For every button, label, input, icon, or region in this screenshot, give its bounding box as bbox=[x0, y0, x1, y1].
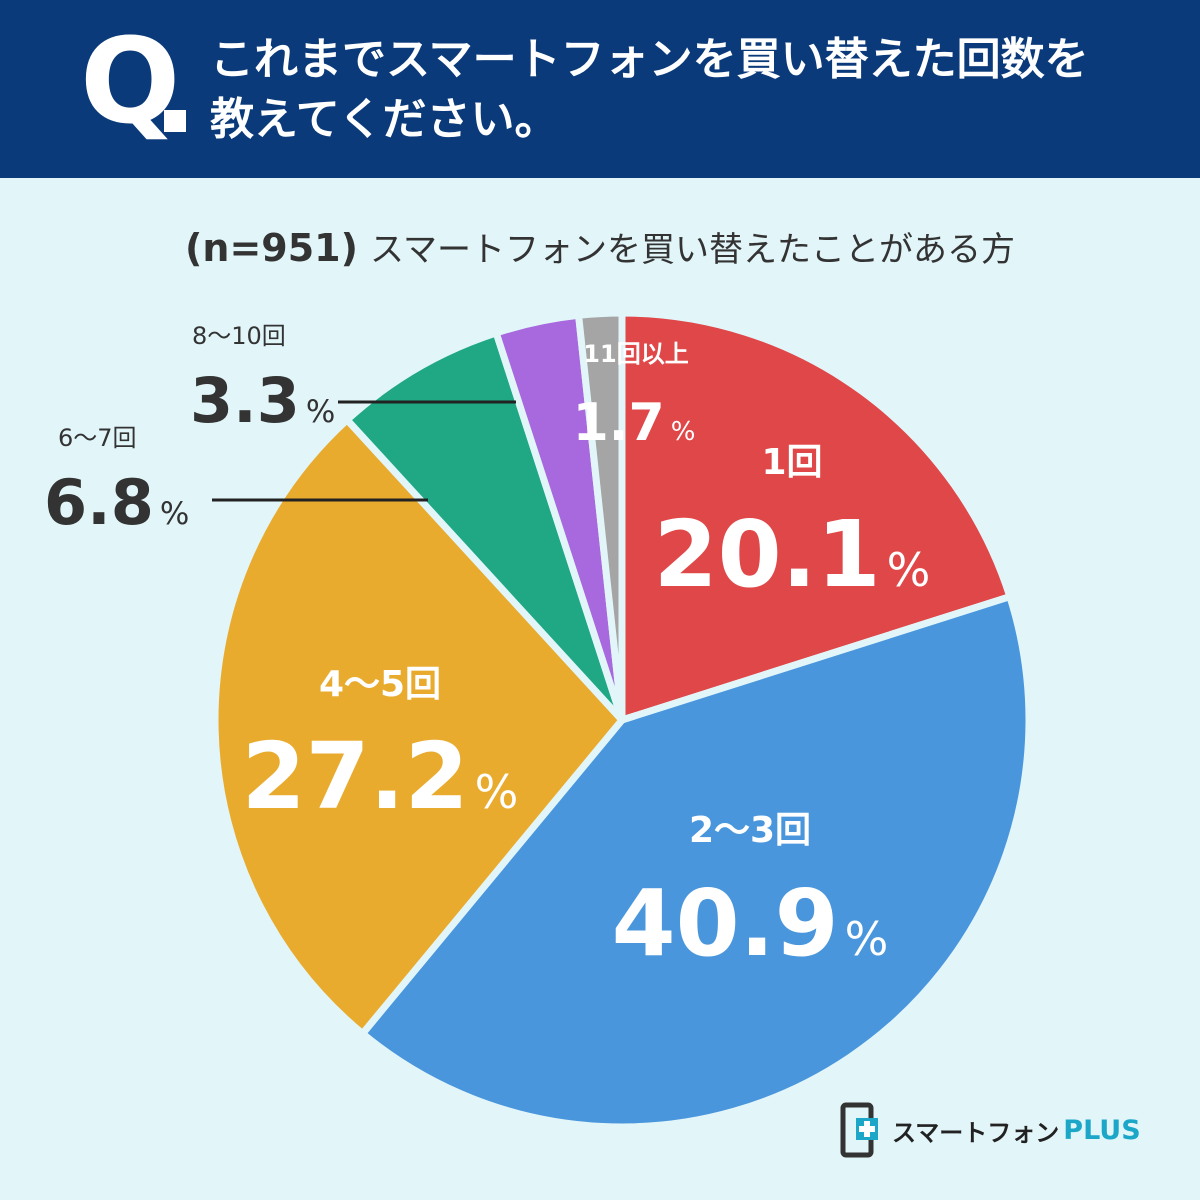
question-line-1: これまでスマートフォンを買い替えた回数を bbox=[210, 34, 1089, 85]
respondent-description: スマートフォンを買い替えたことがある方 bbox=[369, 230, 1015, 270]
chart-subtitle: (n=951) スマートフォンを買い替えたことがある方 bbox=[0, 222, 1200, 271]
slice-label-11-plus: 11回以上 bbox=[583, 340, 688, 368]
slice-label-1: 1回 bbox=[761, 442, 822, 483]
sample-size: (n=951) bbox=[185, 226, 358, 270]
question-text: これまでスマートフォンを買い替えた回数を 教えてください。 bbox=[210, 30, 1170, 150]
pie-slice-4-5 bbox=[211, 416, 626, 1038]
q-dot bbox=[164, 110, 186, 132]
slice-label-2-3: 2～3回 bbox=[689, 810, 811, 851]
question-line-2: 教えてください。 bbox=[210, 94, 559, 145]
slice-label-6-7: 6～7回 bbox=[58, 424, 137, 452]
slice-value-6-7: 6.8% bbox=[44, 466, 189, 539]
slice-value-1: 20.1% bbox=[654, 501, 931, 608]
logo-text: スマートフォン bbox=[892, 1118, 1060, 1147]
slice-value-2-3: 40.9% bbox=[612, 870, 889, 977]
pie-slice-6-7 bbox=[343, 329, 626, 724]
pie-slice-2-3 bbox=[359, 593, 1033, 1131]
slice-label-4-5: 4～5回 bbox=[319, 664, 441, 705]
slice-value-11-plus: 1.7% bbox=[573, 393, 696, 453]
brand-logo: スマートフォン PLUS bbox=[840, 1100, 1141, 1160]
pie-slice-1 bbox=[618, 309, 1014, 724]
slice-label-8-10: 8～10回 bbox=[192, 322, 286, 350]
slice-value-4-5: 27.2% bbox=[242, 723, 519, 830]
pie-slice-11-plus bbox=[575, 309, 626, 724]
logo-plus: PLUS bbox=[1063, 1114, 1141, 1146]
slice-value-8-10: 3.3% bbox=[190, 364, 335, 437]
smartphone-plus-icon bbox=[840, 1102, 878, 1158]
q-mark: Q bbox=[80, 12, 180, 150]
header-banner: Q これまでスマートフォンを買い替えた回数を 教えてください。 bbox=[0, 0, 1200, 178]
